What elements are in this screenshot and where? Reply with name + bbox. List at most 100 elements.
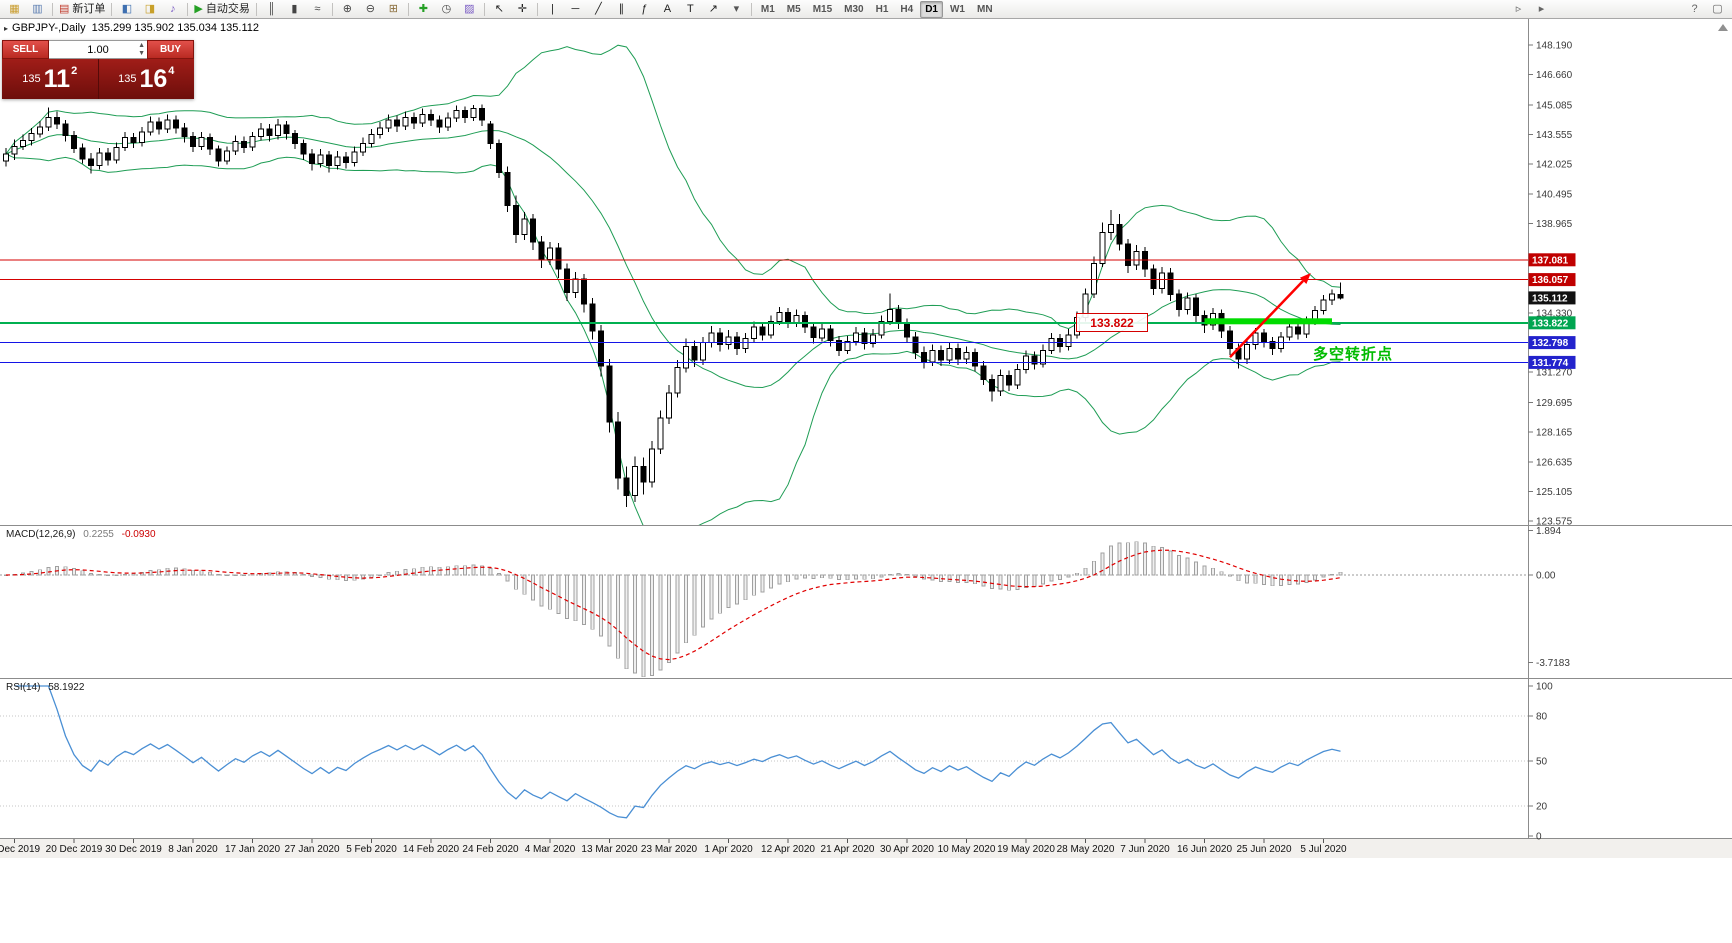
channel-button-icon: ∥ <box>618 2 625 15</box>
chart-title: ▸ GBPJPY-,Daily 135.299 135.902 135.034 13… <box>4 22 259 34</box>
horizontal-line-button[interactable]: ─ <box>564 0 587 18</box>
data-window-button[interactable]: ◨ <box>138 0 161 18</box>
zoom-out-button[interactable]: ⊖ <box>359 0 382 18</box>
svg-text:128.165: 128.165 <box>1536 428 1573 439</box>
autotrading-button[interactable]: ▶ 自动交易 <box>191 0 252 18</box>
timeframe-M5-button[interactable]: M5 <box>786 3 801 15</box>
auto-scroll-button[interactable]: ▸ <box>1530 0 1553 18</box>
line-chart-button[interactable]: ≈ <box>306 0 329 18</box>
label-button[interactable]: T <box>679 0 702 18</box>
svg-text:131.270: 131.270 <box>1536 368 1573 379</box>
rsi-indicator-label: RSI(14) 58.1922 <box>6 682 84 693</box>
chart-canvas[interactable]: 148.190 146.660 145.085 143.555 142.025 140.4… <box>0 0 1732 858</box>
fibonacci-button[interactable]: ƒ <box>633 0 656 18</box>
collapse-icon[interactable]: ▸ <box>4 24 9 33</box>
timeframe-H4-button[interactable]: H4 <box>900 3 914 15</box>
timeframe-M1-button[interactable]: M1 <box>760 3 775 15</box>
sell-price-display[interactable]: 135 11 2 <box>2 59 99 99</box>
macd-main-value: 0.2255 <box>83 529 114 540</box>
price-tag <box>1528 253 1576 267</box>
cursor-button-icon: ↖ <box>494 2 504 15</box>
svg-text:135.112: 135.112 <box>1532 293 1568 304</box>
fibonacci-button-icon: ƒ <box>641 2 648 15</box>
profiles-button[interactable]: ▥ <box>26 0 49 18</box>
tile-windows-button-icon: ⊞ <box>388 2 398 15</box>
buy-price-big: 16 <box>139 64 168 93</box>
bar-chart-button[interactable]: ║ <box>260 0 283 18</box>
rsi-name: RSI(14) <box>6 682 41 693</box>
vertical-line-button[interactable]: | <box>541 0 564 18</box>
channel-button[interactable]: ∥ <box>610 0 633 18</box>
timeframe-D1-button[interactable]: D1 <box>920 0 943 18</box>
price-scale[interactable]: 148.190 146.660 145.085 143.555 142.025 140.4… <box>1528 40 1576 843</box>
toolbar: ▦ ▥ ▤ 新订单 ◧ ◨ ♪ ▶ 自动交易 ║ ▮ ≈ ⊕ ⊖ ⊞ ✚ ◷ ▨ ↖ ✛ | ─ ╱ ∥ ƒ A T ↗ ▾ M1 M5 M1… <box>0 0 1732 19</box>
support-price-annotation[interactable]: 133.822 <box>1076 313 1148 332</box>
volume-input[interactable]: 1.00 ▲ ▼ <box>49 40 147 59</box>
buy-price-display[interactable]: 135 16 4 <box>99 59 195 99</box>
zoom-in-button[interactable]: ⊕ <box>336 0 359 18</box>
chart-shift-button-icon: ▹ <box>1515 2 1522 15</box>
sound-button[interactable]: ♪ <box>161 0 184 18</box>
toolbar-separator <box>407 2 409 16</box>
svg-text:20 Dec 2019: 20 Dec 2019 <box>46 844 103 855</box>
arrows-button[interactable]: ↗ <box>702 0 725 18</box>
price-tag <box>1528 273 1576 287</box>
trendline-button[interactable]: ╱ <box>587 0 610 18</box>
timeframe-M30-button[interactable]: M30 <box>844 3 864 15</box>
time-axis[interactable] <box>0 839 1732 858</box>
zoom-out-button-icon: ⊖ <box>365 2 375 15</box>
panel-separators[interactable] <box>0 19 1732 839</box>
periods-button[interactable]: ◷ <box>435 0 458 18</box>
tile-windows-button[interactable]: ⊞ <box>382 0 405 18</box>
crosshair-button[interactable]: ✛ <box>511 0 534 18</box>
data-window-button-icon: ◨ <box>144 2 156 15</box>
timeframe-W1-button[interactable]: W1 <box>949 3 965 15</box>
market-watch-button[interactable]: ◧ <box>115 0 138 18</box>
support-bar-object[interactable] <box>1204 318 1333 325</box>
new-order-button[interactable]: ▤ 新订单 <box>56 0 108 18</box>
candlestick-button[interactable]: ▮ <box>283 0 306 18</box>
spinner-up-icon[interactable]: ▲ <box>138 42 145 49</box>
svg-text:0.00: 0.00 <box>1536 571 1556 582</box>
arrange-button[interactable]: ▢ <box>1706 0 1729 18</box>
chart-shift-button[interactable]: ▹ <box>1507 0 1530 18</box>
spinner-down-icon[interactable]: ▼ <box>138 50 145 57</box>
help-button[interactable]: ? <box>1683 0 1706 18</box>
scroll-up-icon[interactable] <box>1718 24 1728 31</box>
new-chart-button[interactable]: ▦ <box>3 0 26 18</box>
arrows-button-icon: ↗ <box>708 2 718 15</box>
svg-text:133.822: 133.822 <box>1532 318 1569 329</box>
new-order-button-label: 新订单 <box>72 2 106 15</box>
templates-button-icon: ▨ <box>464 2 475 15</box>
turning-point-annotation[interactable]: 多空转折点 <box>1313 346 1394 363</box>
timeframe-MN-button[interactable]: MN <box>976 3 993 15</box>
timeframe-M15-button[interactable]: M15 <box>812 3 833 15</box>
autotrading-button-label: 自动交易 <box>205 2 250 15</box>
cursor-button[interactable]: ↖ <box>488 0 511 18</box>
svg-text:131.774: 131.774 <box>1532 358 1569 369</box>
buy-button[interactable]: BUY <box>147 40 194 59</box>
rsi-line <box>14 685 1341 819</box>
autotrading-button-icon: ▶ <box>194 2 203 15</box>
trend-arrow-object[interactable] <box>1229 273 1311 358</box>
svg-text:27 Jan 2020: 27 Jan 2020 <box>284 844 339 855</box>
macd-indicator-label: MACD(12,26,9) 0.2255 -0.0930 <box>6 529 156 540</box>
svg-text:14 Feb 2020: 14 Feb 2020 <box>403 844 460 855</box>
market-watch-button-icon: ◧ <box>121 2 133 15</box>
arrows-dropdown[interactable]: ▾ <box>725 0 748 18</box>
svg-text:28 May 2020: 28 May 2020 <box>1057 844 1115 855</box>
svg-text:123.575: 123.575 <box>1536 517 1573 528</box>
svg-text:13 Mar 2020: 13 Mar 2020 <box>581 844 638 855</box>
line-chart-button-icon: ≈ <box>314 2 321 15</box>
svg-text:143.555: 143.555 <box>1536 130 1573 141</box>
timeframe-H1-button[interactable]: H1 <box>875 3 889 15</box>
templates-button[interactable]: ▨ <box>458 0 481 18</box>
sell-button[interactable]: SELL <box>2 40 49 59</box>
indicators-button[interactable]: ✚ <box>412 0 435 18</box>
volume-value: 1.00 <box>87 43 109 56</box>
toolbar-separator <box>187 2 189 16</box>
volume-spinner[interactable]: ▲ ▼ <box>138 42 145 58</box>
text-button[interactable]: A <box>656 0 679 18</box>
